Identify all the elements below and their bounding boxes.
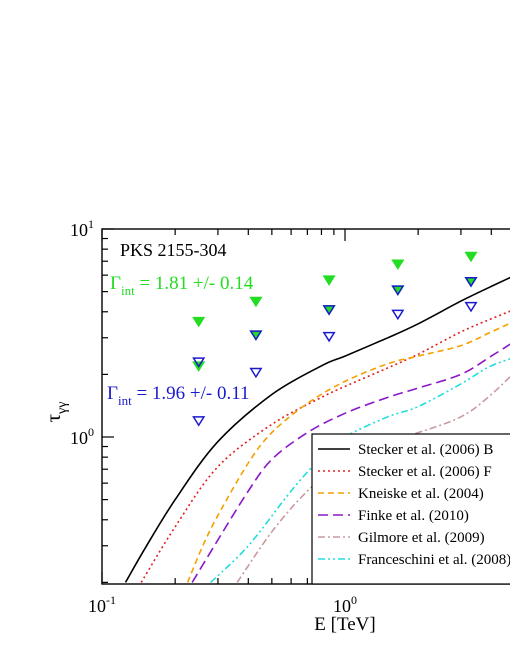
svg-text:τγγ: τγγ bbox=[41, 402, 70, 423]
gamma-green-sub: int bbox=[121, 283, 135, 298]
legend-label-4: Gilmore et al. (2009) bbox=[358, 530, 485, 546]
gamma-blue-sub: int bbox=[118, 393, 132, 408]
gamma-label-blue: Γint = 1.96 +/- 0.11 bbox=[107, 383, 250, 408]
y-tick-label: 101 bbox=[70, 217, 94, 240]
filled-green-marker-8 bbox=[466, 253, 476, 261]
y-axis-label: τγγ bbox=[41, 402, 70, 423]
gamma-green-value: = 1.81 +/- 0.14 bbox=[135, 273, 254, 294]
legend-label-5: Franceschini et al. (2008) bbox=[358, 552, 510, 568]
legend-label-3: Finke et al. (2010) bbox=[358, 508, 469, 524]
filled-green-marker-0 bbox=[193, 318, 203, 326]
gamma-blue-value: = 1.96 +/- 0.11 bbox=[132, 383, 250, 404]
x-tick-label: 100 bbox=[333, 593, 357, 616]
open-blue-marker-9 bbox=[466, 303, 476, 311]
legend-label-2: Kneiske et al. (2004) bbox=[358, 486, 484, 502]
filled-green-marker-2 bbox=[251, 297, 261, 305]
y-tick-label: 100 bbox=[70, 425, 94, 448]
gamma-label-green: Γint = 1.81 +/- 0.14 bbox=[110, 273, 254, 298]
open-blue-marker-7 bbox=[393, 310, 403, 318]
filled-green-marker-6 bbox=[393, 260, 403, 268]
filled-green-marker-4 bbox=[324, 276, 334, 284]
y-axis-label-main: τ bbox=[41, 414, 65, 422]
gamma-green-symbol: Γ bbox=[110, 273, 121, 294]
legend-label-0: Stecker et al. (2006) B bbox=[358, 442, 493, 458]
legend: Stecker et al. (2006) B Stecker et al. (2… bbox=[312, 434, 510, 584]
open-blue-marker-1 bbox=[193, 417, 203, 425]
x-tick-label: 10-1 bbox=[88, 593, 116, 616]
x-axis-label: E [TeV] bbox=[314, 614, 375, 635]
legend-label-1: Stecker et al. (2006) F bbox=[358, 464, 492, 480]
open-blue-marker-3 bbox=[251, 369, 261, 377]
source-label: PKS 2155-304 bbox=[120, 240, 227, 260]
gamma-blue-symbol: Γ bbox=[107, 383, 118, 404]
open-blue-marker-5 bbox=[324, 333, 334, 341]
y-axis-label-sub: γγ bbox=[55, 402, 70, 415]
